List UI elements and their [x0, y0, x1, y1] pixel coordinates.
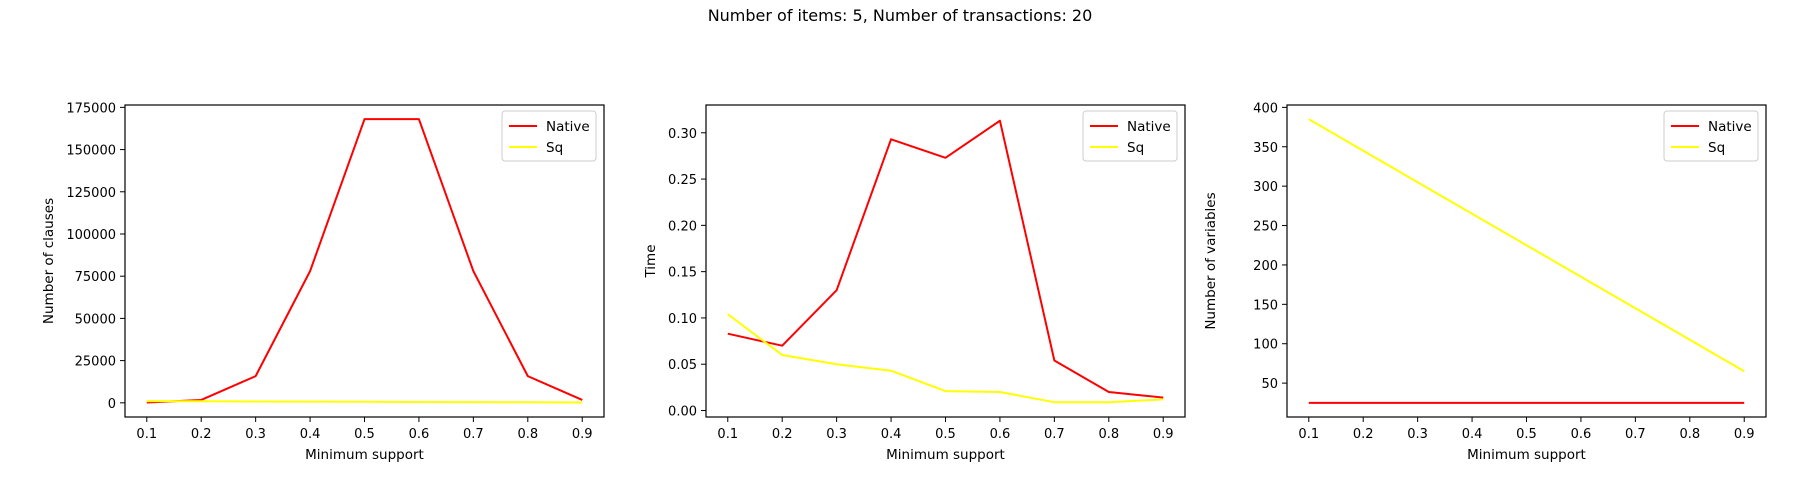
figure-suptitle: Number of items: 5, Number of transactio…	[707, 6, 1093, 25]
chart-time-xtick-label: 0.7	[1044, 427, 1065, 442]
chart-clauses-xtick-label: 0.6	[409, 427, 430, 442]
chart-variables-xtick-label: 0.6	[1571, 427, 1592, 442]
chart-time-xtick-label: 0.5	[935, 427, 956, 442]
chart-time-xtick-label: 0.9	[1153, 427, 1174, 442]
chart-time-ytick-label: 0.05	[668, 358, 697, 373]
chart-variables-ytick-label: 200	[1253, 259, 1278, 274]
chart-variables-ytick-label: 350	[1253, 141, 1278, 156]
chart-time-ytick-label: 0.20	[668, 219, 697, 234]
chart-time-legend: Native Sq	[1082, 110, 1178, 162]
chart-clauses-ytick-label: 150000	[66, 144, 116, 159]
chart-time-xtick-label: 0.2	[772, 427, 793, 442]
chart-clauses-legend-box	[501, 110, 597, 162]
chart-clauses-ylabel: Number of clauses	[41, 198, 57, 324]
chart-time-ytick-label: 0.25	[668, 173, 697, 188]
chart-variables-ytick-label: 300	[1253, 180, 1278, 195]
chart-variables: 0.1 0.2 0.3 0.4 0.5 0.6 0.7 0.8 0.9 50 100 150 200 25…	[1203, 101, 1767, 463]
chart-time-ytick-label: 0.15	[668, 266, 697, 281]
chart-clauses-ytick-label: 75000	[75, 270, 116, 285]
chart-time-ylabel: Time	[643, 244, 659, 278]
chart-clauses-ytick-label: 100000	[66, 228, 116, 243]
chart-clauses-ytick-label: 25000	[75, 355, 116, 370]
chart-variables-ytick-label: 50	[1261, 377, 1278, 392]
chart-time-legend-box	[1082, 110, 1178, 162]
chart-time-legend-label-sq: Sq	[1127, 140, 1144, 156]
chart-clauses-xtick-label: 0.5	[354, 427, 375, 442]
chart-variables-xlabel: Minimum support	[1467, 447, 1586, 463]
chart-clauses-xtick-label: 0.1	[136, 427, 157, 442]
chart-variables-legend-label-native: Native	[1708, 119, 1752, 135]
chart-time-ytick-label: 0.00	[668, 405, 697, 420]
chart-time-xtick-label: 0.8	[1098, 427, 1119, 442]
chart-variables-ytick-label: 400	[1253, 101, 1278, 116]
chart-clauses-xlabel: Minimum support	[305, 447, 424, 463]
chart-time-legend-label-native: Native	[1127, 119, 1171, 135]
chart-time-series-sq-line	[727, 313, 1164, 404]
chart-variables-legend-box	[1663, 110, 1759, 162]
chart-time-xlabel: Minimum support	[886, 447, 1005, 463]
chart-clauses-legend-label-sq: Sq	[546, 140, 563, 156]
chart-clauses-xtick-label: 0.4	[300, 427, 321, 442]
chart-variables-legend-label-sq: Sq	[1708, 140, 1725, 156]
chart-clauses-ytick-label: 0	[108, 397, 116, 412]
chart-variables-xtick-label: 0.5	[1516, 427, 1537, 442]
chart-time-series-native-line	[727, 119, 1164, 399]
chart-clauses-legend-label-native: Native	[546, 119, 590, 135]
chart-time-ytick-label: 0.10	[668, 312, 697, 327]
chart-variables-ytick-label: 250	[1253, 220, 1278, 235]
chart-clauses-ytick-label: 50000	[75, 312, 116, 327]
chart-time: 0.1 0.2 0.3 0.4 0.5 0.6 0.7 0.8 0.9 0.00 0.05 0.10 0…	[643, 104, 1186, 463]
chart-clauses-series-native-line	[146, 118, 583, 404]
chart-variables-xtick-label: 0.1	[1298, 427, 1319, 442]
chart-time-xtick-label: 0.6	[990, 427, 1011, 442]
chart-time-xtick-label: 0.4	[881, 427, 902, 442]
chart-variables-xtick-label: 0.4	[1462, 427, 1483, 442]
chart-variables-ylabel: Number of variables	[1203, 192, 1219, 329]
chart-variables-ytick-label: 150	[1253, 298, 1278, 313]
chart-variables-xtick-label: 0.8	[1679, 427, 1700, 442]
chart-variables-ytick-label: 100	[1253, 338, 1278, 353]
chart-clauses-xtick-label: 0.9	[572, 427, 593, 442]
chart-variables-xtick-label: 0.2	[1353, 427, 1374, 442]
chart-variables-xtick-label: 0.7	[1625, 427, 1646, 442]
chart-clauses-ytick-label: 125000	[66, 186, 116, 201]
chart-variables-xtick-label: 0.9	[1734, 427, 1755, 442]
chart-clauses-xtick-label: 0.2	[191, 427, 212, 442]
chart-variables-series-sq-line	[1308, 118, 1745, 373]
chart-variables-xtick-label: 0.3	[1407, 427, 1428, 442]
chart-time-xtick-label: 0.1	[717, 427, 738, 442]
chart-time-ytick-label: 0.30	[668, 127, 697, 142]
chart-clauses-legend: Native Sq	[501, 110, 597, 162]
chart-clauses-xtick-label: 0.8	[517, 427, 538, 442]
chart-time-xtick-label: 0.3	[826, 427, 847, 442]
chart-clauses-xtick-label: 0.7	[463, 427, 484, 442]
chart-variables-legend: Native Sq	[1663, 110, 1759, 162]
chart-clauses-series-sq-line	[146, 400, 583, 404]
chart-clauses: 0.1 0.2 0.3 0.4 0.5 0.6 0.7 0.8 0.9 0 25000 50000 75…	[41, 101, 605, 463]
chart-clauses-ytick-label: 175000	[66, 101, 116, 116]
chart-clauses-xtick-label: 0.3	[245, 427, 266, 442]
